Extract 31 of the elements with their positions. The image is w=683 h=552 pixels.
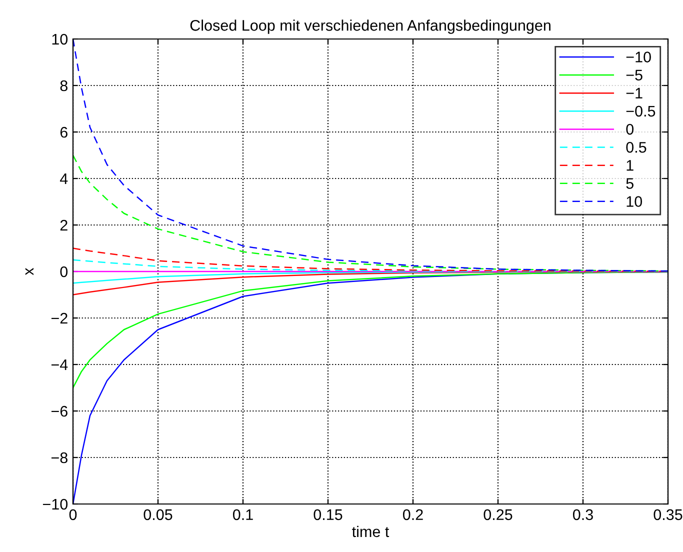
x-axis-title: time t [352, 526, 390, 538]
x-tick-label: 0 [69, 509, 77, 520]
legend-label: −10 [626, 52, 651, 62]
y-tick-label: −4 [51, 360, 68, 370]
x-tick-label: 0.35 [654, 509, 682, 520]
y-tick-label: −8 [51, 452, 68, 464]
x-tick-label: 0.2 [402, 509, 423, 520]
x-tick-label: 0.1 [232, 509, 253, 520]
y-tick-label: −6 [51, 406, 68, 417]
legend-label: −1 [626, 88, 642, 98]
x-tick-label: 0.15 [314, 509, 342, 520]
y-tick-label: 2 [60, 220, 68, 231]
y-tick-label: 8 [60, 80, 68, 92]
legend-label: 1 [626, 160, 634, 171]
chart-title: Closed Loop mit verschiedenen Anfangsbedingungen [190, 20, 550, 34]
legend-label: 5 [626, 178, 634, 189]
legend-label: −0.5 [626, 106, 656, 117]
x-tick-label: 0.25 [484, 509, 512, 520]
x-tick-label: 0.3 [572, 509, 593, 520]
legend-label: 0.5 [626, 142, 646, 153]
y-tick-label: −10 [42, 498, 68, 510]
y-tick-label: −2 [51, 312, 68, 324]
legend-label: −5 [626, 70, 642, 81]
y-tick-label: 4 [60, 174, 68, 184]
legend-label: 0 [626, 124, 634, 135]
y-tick-label: 6 [60, 126, 68, 138]
y-tick-label: 10 [52, 34, 68, 45]
y-axis-title: x [25, 268, 34, 276]
y-tick-label: 0 [60, 266, 68, 278]
x-tick-label: 0.05 [144, 509, 172, 520]
legend-label: 10 [626, 196, 642, 207]
